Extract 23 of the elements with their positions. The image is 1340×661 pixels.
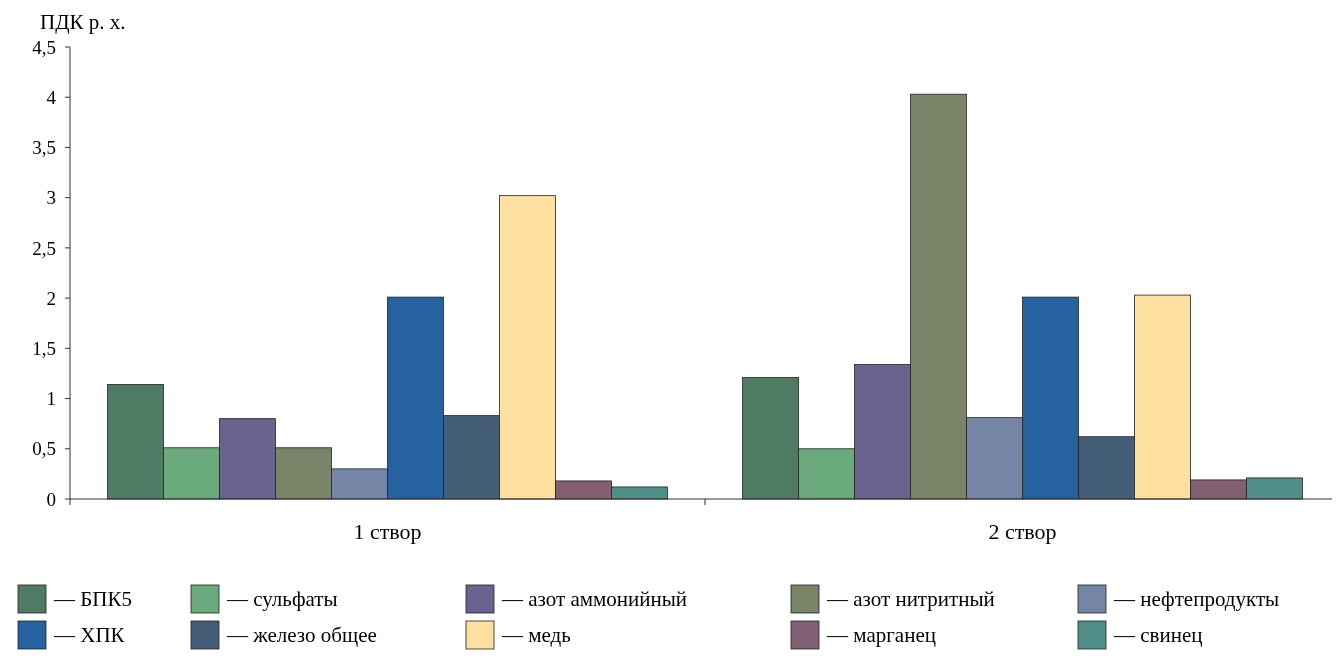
y-tick-label: 2,5 bbox=[32, 237, 56, 259]
legend-label: — азот нитритный bbox=[826, 587, 995, 612]
y-tick-label: 1 bbox=[46, 388, 56, 410]
y-axis-title: ПДК р. х. bbox=[40, 10, 126, 34]
legend-label: — нефтепродукты bbox=[1113, 587, 1280, 612]
legend-label: — сульфаты bbox=[226, 587, 338, 612]
y-tick-label: 4 bbox=[46, 86, 57, 108]
y-tick-label: 0 bbox=[46, 488, 56, 510]
y-tick-label: 3 bbox=[46, 187, 56, 209]
x-tick-label: 2 створ bbox=[988, 519, 1057, 544]
legend-label: — медь bbox=[501, 623, 571, 648]
legend-label: — азот аммонийный bbox=[501, 587, 688, 612]
x-tick-label: 1 створ bbox=[353, 519, 422, 544]
y-tick-label: 2 bbox=[46, 287, 56, 309]
y-tick-label: 1,5 bbox=[32, 337, 56, 359]
legend-label: — свинец bbox=[1113, 623, 1203, 648]
legend-label: — БПК5 bbox=[53, 587, 132, 612]
y-tick-label: 4,5 bbox=[32, 36, 56, 58]
legend-label: — марганец bbox=[826, 623, 936, 648]
legend-label: — ХПК bbox=[53, 623, 126, 648]
y-tick-label: 0,5 bbox=[32, 438, 56, 460]
y-tick-label: 3,5 bbox=[32, 137, 56, 159]
legend-label: — железо общее bbox=[226, 623, 377, 648]
